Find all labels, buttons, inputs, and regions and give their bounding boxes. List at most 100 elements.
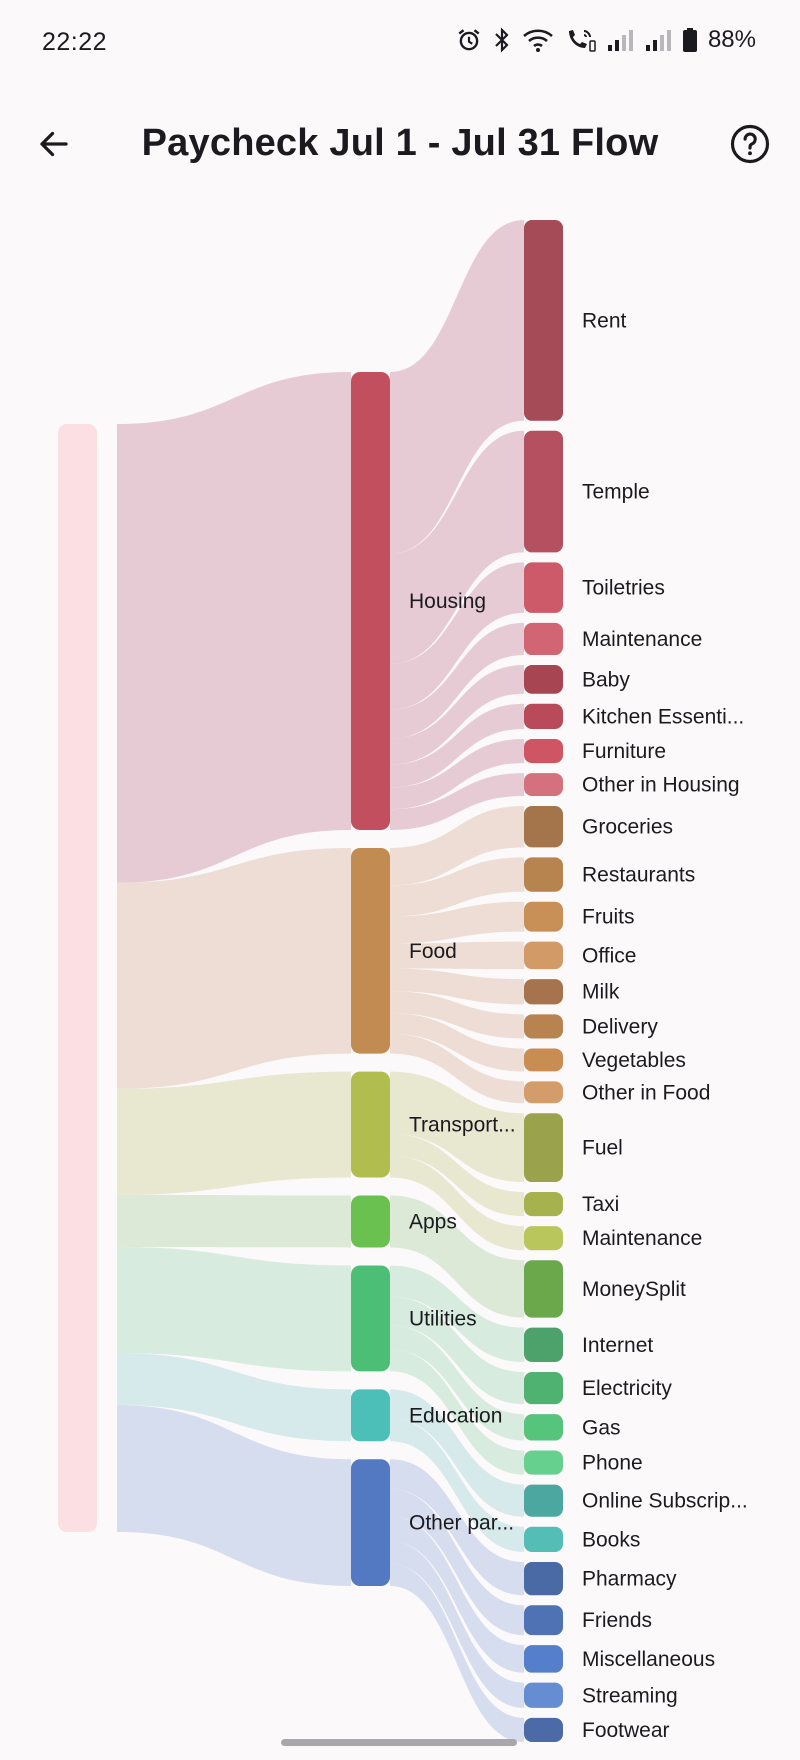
flow-link-leaf [390, 665, 524, 765]
wifi-icon [522, 27, 554, 53]
leaf-node[interactable] [524, 857, 563, 892]
leaf-node[interactable] [524, 430, 563, 553]
signal-icon [644, 27, 672, 53]
leaf-label: Rent [582, 309, 627, 332]
alarm-icon [456, 27, 482, 53]
leaf-node[interactable] [524, 1645, 563, 1673]
leaf-node[interactable] [524, 979, 563, 1005]
arrow-back-icon [40, 131, 68, 157]
category-node-housing[interactable] [351, 372, 390, 830]
leaf-label: Other in Food [582, 1081, 710, 1104]
leaf-node[interactable] [524, 1605, 563, 1636]
leaf-node[interactable] [524, 1081, 563, 1104]
battery-percent: 88% [707, 26, 756, 53]
leaf-node[interactable] [524, 901, 563, 932]
leaf-label: Pharmacy [582, 1568, 677, 1591]
leaf-node[interactable] [524, 1048, 563, 1072]
leaf-label: Taxi [582, 1193, 619, 1216]
signal-icon [606, 27, 634, 53]
category-node-transport[interactable] [351, 1071, 390, 1178]
flow-link-leaf [390, 1013, 524, 1072]
page-title: Paycheck Jul 1 - Jul 31 Flow [141, 122, 659, 164]
leaf-node[interactable] [524, 220, 563, 421]
leaf-node[interactable] [524, 622, 563, 656]
category-node-other[interactable] [351, 1459, 390, 1586]
flow-link-leaf [390, 1389, 524, 1517]
flow-link-leaf [390, 622, 524, 739]
flow-link-leaf [390, 1033, 524, 1104]
leaf-node[interactable] [524, 1192, 563, 1217]
leaf-label: Miscellaneous [582, 1648, 715, 1671]
leaf-node[interactable] [524, 941, 563, 970]
leaf-label: Gas [582, 1416, 621, 1439]
leaf-node[interactable] [524, 703, 563, 729]
leaf-node[interactable] [524, 1526, 563, 1553]
flow-link-leaf [390, 1195, 524, 1318]
leaf-node[interactable] [524, 1014, 563, 1039]
flow-link-leaf [390, 1459, 524, 1596]
flow-link-leaf [390, 1564, 524, 1742]
leaf-node[interactable] [524, 1372, 563, 1405]
flow-link-leaf [390, 1516, 524, 1673]
flow-link-leaf [390, 738, 524, 810]
back-button[interactable] [24, 114, 84, 174]
leaf-label: Footwear [582, 1719, 670, 1742]
leaf-node[interactable] [524, 738, 563, 764]
flow-link-food [117, 847, 351, 1089]
leaf-node[interactable] [524, 773, 563, 797]
source-node[interactable] [58, 424, 97, 1532]
flow-link-leaf [390, 991, 524, 1039]
flow-link-leaf [390, 1541, 524, 1708]
sankey-labels: Rent Temple Toiletries Maintenance Baby Kitch… [409, 309, 748, 1742]
help-circle-icon [730, 124, 770, 164]
leaf-label: Restaurants [582, 864, 695, 887]
flow-link-other [117, 1405, 351, 1586]
leaf-label: Kitchen Essenti... [582, 705, 744, 728]
leaf-node[interactable] [524, 1414, 563, 1441]
leaf-node[interactable] [524, 1484, 563, 1517]
category-label: Apps [409, 1210, 457, 1233]
leaf-node[interactable] [524, 1682, 563, 1708]
leaf-node[interactable] [524, 806, 563, 848]
flow-link-leaf [390, 773, 524, 830]
leaf-node[interactable] [524, 1113, 563, 1183]
leaf-label: Maintenance [582, 1227, 702, 1250]
leaf-label: Toiletries [582, 577, 665, 600]
leaf-node[interactable] [524, 1450, 563, 1475]
leaf-node[interactable] [524, 1260, 563, 1318]
flow-link-leaf [390, 968, 524, 1005]
flow-link-leaf [390, 562, 524, 710]
leaf-label: Internet [582, 1334, 653, 1357]
category-node-apps[interactable] [351, 1195, 390, 1248]
leaf-label: Office [582, 944, 636, 967]
leaf-label: Electricity [582, 1377, 672, 1400]
category-node-food[interactable] [351, 847, 390, 1054]
leaf-label: Streaming [582, 1684, 678, 1707]
leaf-node[interactable] [524, 665, 563, 694]
flow-link-leaf [390, 1418, 524, 1553]
flow-link-leaf [390, 941, 524, 970]
leaf-node[interactable] [524, 1717, 563, 1742]
category-label: Other par... [409, 1512, 514, 1535]
category-node-utilities[interactable] [351, 1265, 390, 1372]
flow-link-leaf [390, 1071, 524, 1183]
flow-link-housing [117, 372, 351, 883]
sankey-nodes [58, 220, 563, 1742]
flow-link-leaf [390, 703, 524, 788]
leaf-label: Milk [582, 981, 620, 1004]
app-bar: Paycheck Jul 1 - Jul 31 Flow [0, 100, 800, 190]
flow-link-leaf [390, 1265, 524, 1363]
category-node-education[interactable] [351, 1389, 390, 1442]
status-time: 22:22 [42, 28, 108, 56]
leaf-label: Fuel [582, 1137, 623, 1160]
leaf-label: Temple [582, 481, 650, 504]
leaf-node[interactable] [524, 1562, 563, 1596]
flow-link-leaf [390, 1133, 524, 1217]
home-indicator[interactable] [281, 1739, 517, 1746]
leaf-node[interactable] [524, 1226, 563, 1251]
flow-link-leaf [390, 1349, 524, 1475]
leaf-node[interactable] [524, 1327, 563, 1363]
leaf-node[interactable] [524, 562, 563, 613]
help-button[interactable] [720, 114, 780, 174]
category-label: Utilities [409, 1307, 477, 1330]
